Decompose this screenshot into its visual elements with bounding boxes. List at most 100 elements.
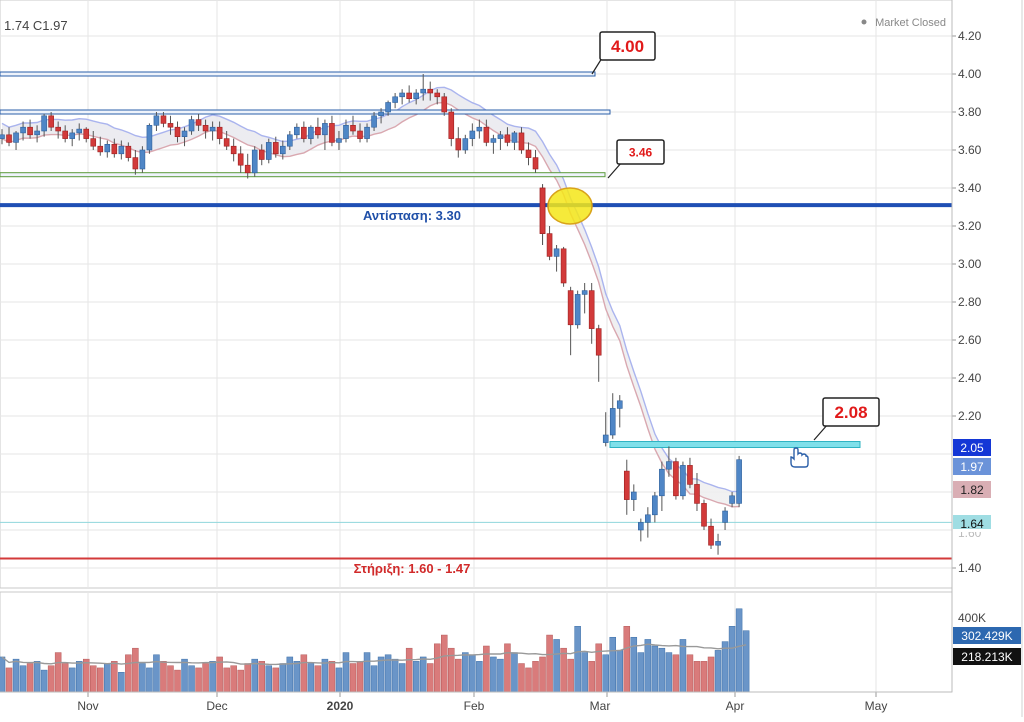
volume-bar bbox=[665, 652, 673, 693]
candle-body bbox=[20, 126, 26, 134]
x-tick-label: Nov bbox=[77, 699, 98, 713]
candle-body bbox=[567, 290, 574, 326]
candle-body bbox=[230, 145, 237, 155]
candle-body bbox=[279, 145, 286, 155]
volume-bar bbox=[616, 650, 624, 693]
volume-bar bbox=[307, 663, 315, 693]
volume-bar bbox=[419, 656, 427, 693]
volume-bar bbox=[637, 652, 645, 693]
volume-bar bbox=[735, 608, 743, 693]
candle-body bbox=[687, 465, 693, 485]
volume-bar bbox=[82, 658, 90, 693]
volume-bar bbox=[167, 665, 174, 693]
candle-body bbox=[167, 123, 174, 128]
x-tick-label: Mar bbox=[590, 699, 611, 713]
volume-tag-label: 218.213K bbox=[961, 650, 1012, 664]
ma-upper-line bbox=[1, 86, 740, 493]
x-tick-label: 2020 bbox=[327, 699, 354, 713]
volume-bar bbox=[504, 643, 511, 693]
candle-body bbox=[701, 503, 707, 527]
candle-body bbox=[504, 134, 511, 143]
price-tag-label: 2.05 bbox=[960, 441, 984, 455]
candle-body bbox=[546, 233, 553, 257]
candle-body bbox=[616, 400, 623, 409]
volume-bar bbox=[68, 667, 76, 693]
candle-body bbox=[666, 461, 672, 470]
volume-bar bbox=[623, 626, 631, 693]
volume-bar bbox=[223, 667, 230, 693]
candle-body bbox=[202, 125, 209, 132]
volume-bar bbox=[398, 663, 406, 693]
volume-bar bbox=[202, 663, 209, 693]
volume-bar bbox=[490, 656, 497, 693]
candle-body bbox=[490, 138, 497, 143]
volume-bar bbox=[97, 667, 104, 693]
candle-body bbox=[62, 130, 68, 139]
candle-body bbox=[434, 92, 441, 98]
volume-bar bbox=[160, 661, 167, 693]
candle-body bbox=[623, 470, 630, 500]
price-tick-label: 2.60 bbox=[958, 333, 982, 347]
volume-bar bbox=[377, 656, 385, 693]
volume-bar bbox=[574, 626, 581, 693]
price-tick-label: 3.40 bbox=[958, 181, 982, 195]
volume-bar bbox=[132, 647, 139, 693]
candle-body bbox=[322, 123, 328, 136]
volume-bar bbox=[742, 630, 750, 693]
x-tick-label: Dec bbox=[206, 699, 227, 713]
volume-bar bbox=[321, 658, 329, 693]
candle-body bbox=[518, 132, 525, 151]
volume-bar bbox=[40, 669, 48, 693]
candle-body bbox=[392, 96, 398, 103]
candle-body bbox=[287, 134, 293, 147]
candle-body bbox=[455, 138, 462, 151]
volume-bar bbox=[532, 661, 539, 693]
candle-body bbox=[525, 149, 532, 158]
candle-body bbox=[90, 138, 97, 147]
volume-bar bbox=[448, 647, 455, 693]
volume-bar bbox=[679, 639, 687, 693]
callout-label: 3.46 bbox=[629, 145, 653, 159]
candle-body bbox=[111, 144, 118, 155]
candle-body bbox=[371, 115, 377, 128]
volume-bar bbox=[12, 658, 20, 693]
candle-body bbox=[153, 115, 160, 126]
volume-bar bbox=[342, 652, 350, 693]
candle-body bbox=[55, 126, 61, 132]
market-status: Market Closed bbox=[875, 17, 946, 29]
x-tick-label: Apr bbox=[726, 699, 745, 713]
price-tick-label: 2.20 bbox=[958, 409, 982, 423]
volume-bar bbox=[581, 652, 588, 693]
candle-body bbox=[132, 157, 139, 170]
highlight-ellipse bbox=[547, 187, 593, 225]
candle-body bbox=[560, 248, 567, 284]
volume-bar bbox=[272, 667, 280, 693]
volume-bar bbox=[525, 667, 532, 693]
candle-body bbox=[301, 126, 307, 139]
candle-body bbox=[160, 115, 167, 124]
volume-bar bbox=[118, 672, 125, 693]
zone-2-05 bbox=[609, 441, 861, 448]
candle-body bbox=[427, 88, 434, 94]
faded-mask bbox=[953, 529, 993, 532]
candle-body bbox=[272, 142, 279, 155]
volume-bar bbox=[19, 665, 27, 693]
candle-body bbox=[76, 128, 83, 134]
candle-body bbox=[188, 119, 195, 132]
candle-body bbox=[265, 142, 272, 160]
x-tick-label: May bbox=[865, 699, 888, 713]
price-tick-label: 3.60 bbox=[958, 143, 982, 157]
price-tag-label: 1.64 bbox=[960, 517, 984, 531]
candle-body bbox=[6, 134, 12, 143]
candle-body bbox=[497, 134, 504, 139]
volume-bar bbox=[146, 667, 153, 693]
volume-bar bbox=[476, 661, 483, 693]
candle-body bbox=[708, 525, 714, 546]
volume-bar bbox=[335, 667, 343, 693]
callout-label: 2.08 bbox=[834, 403, 867, 422]
candle-body bbox=[69, 132, 75, 139]
pointer-hand-icon bbox=[790, 447, 809, 468]
callout-box bbox=[822, 397, 880, 427]
candle-body bbox=[722, 510, 728, 523]
volume-bar bbox=[5, 667, 13, 693]
